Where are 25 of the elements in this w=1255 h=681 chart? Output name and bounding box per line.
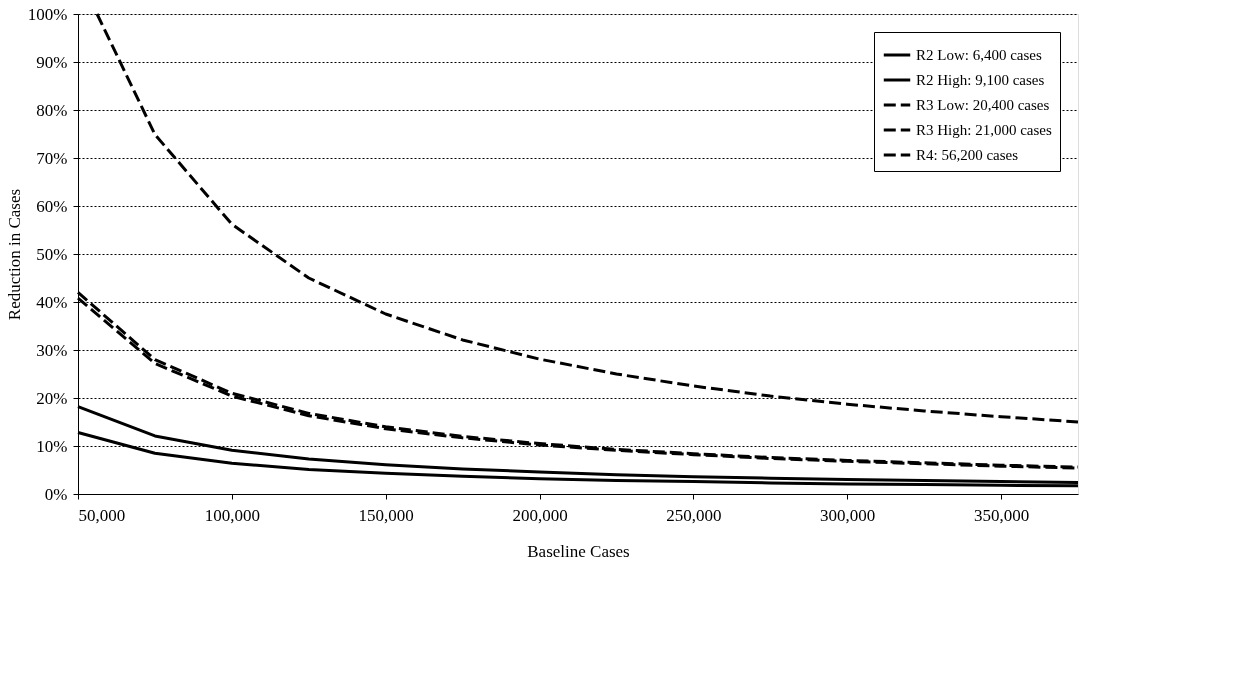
x-tick-label: 100,000 <box>204 505 260 525</box>
x-tick-label: 350,000 <box>973 505 1030 525</box>
x-axis-title: Baseline Cases <box>527 541 630 561</box>
y-tick-label: 20% <box>36 388 68 408</box>
legend-label: R3 Low: 20,400 cases <box>916 97 1050 113</box>
legend-label: R4: 56,200 cases <box>916 147 1019 163</box>
legend-label: R2 Low: 6,400 cases <box>916 47 1042 63</box>
x-tick-label: 200,000 <box>512 505 568 525</box>
y-tick-label: 60% <box>36 196 68 216</box>
legend-label: R2 High: 9,100 cases <box>916 72 1045 88</box>
y-tick-label: 90% <box>36 52 68 72</box>
y-tick-label: 100% <box>27 4 68 24</box>
x-tick-label: 300,000 <box>820 505 876 525</box>
y-tick-label: 50% <box>36 244 68 264</box>
x-tick-label: 50,000 <box>78 505 126 525</box>
y-tick-label: 40% <box>36 292 68 312</box>
y-tick-label: 0% <box>44 484 68 504</box>
y-tick-label: 30% <box>36 340 68 360</box>
y-tick-label: 70% <box>36 148 68 168</box>
x-tick-label: 250,000 <box>666 505 722 525</box>
y-tick-label: 80% <box>36 100 68 120</box>
x-tick-label: 150,000 <box>358 505 414 525</box>
y-axis-title: Reduction in Cases <box>4 188 24 321</box>
legend-label: R3 High: 21,000 cases <box>916 122 1052 138</box>
y-tick-label: 10% <box>36 436 68 456</box>
